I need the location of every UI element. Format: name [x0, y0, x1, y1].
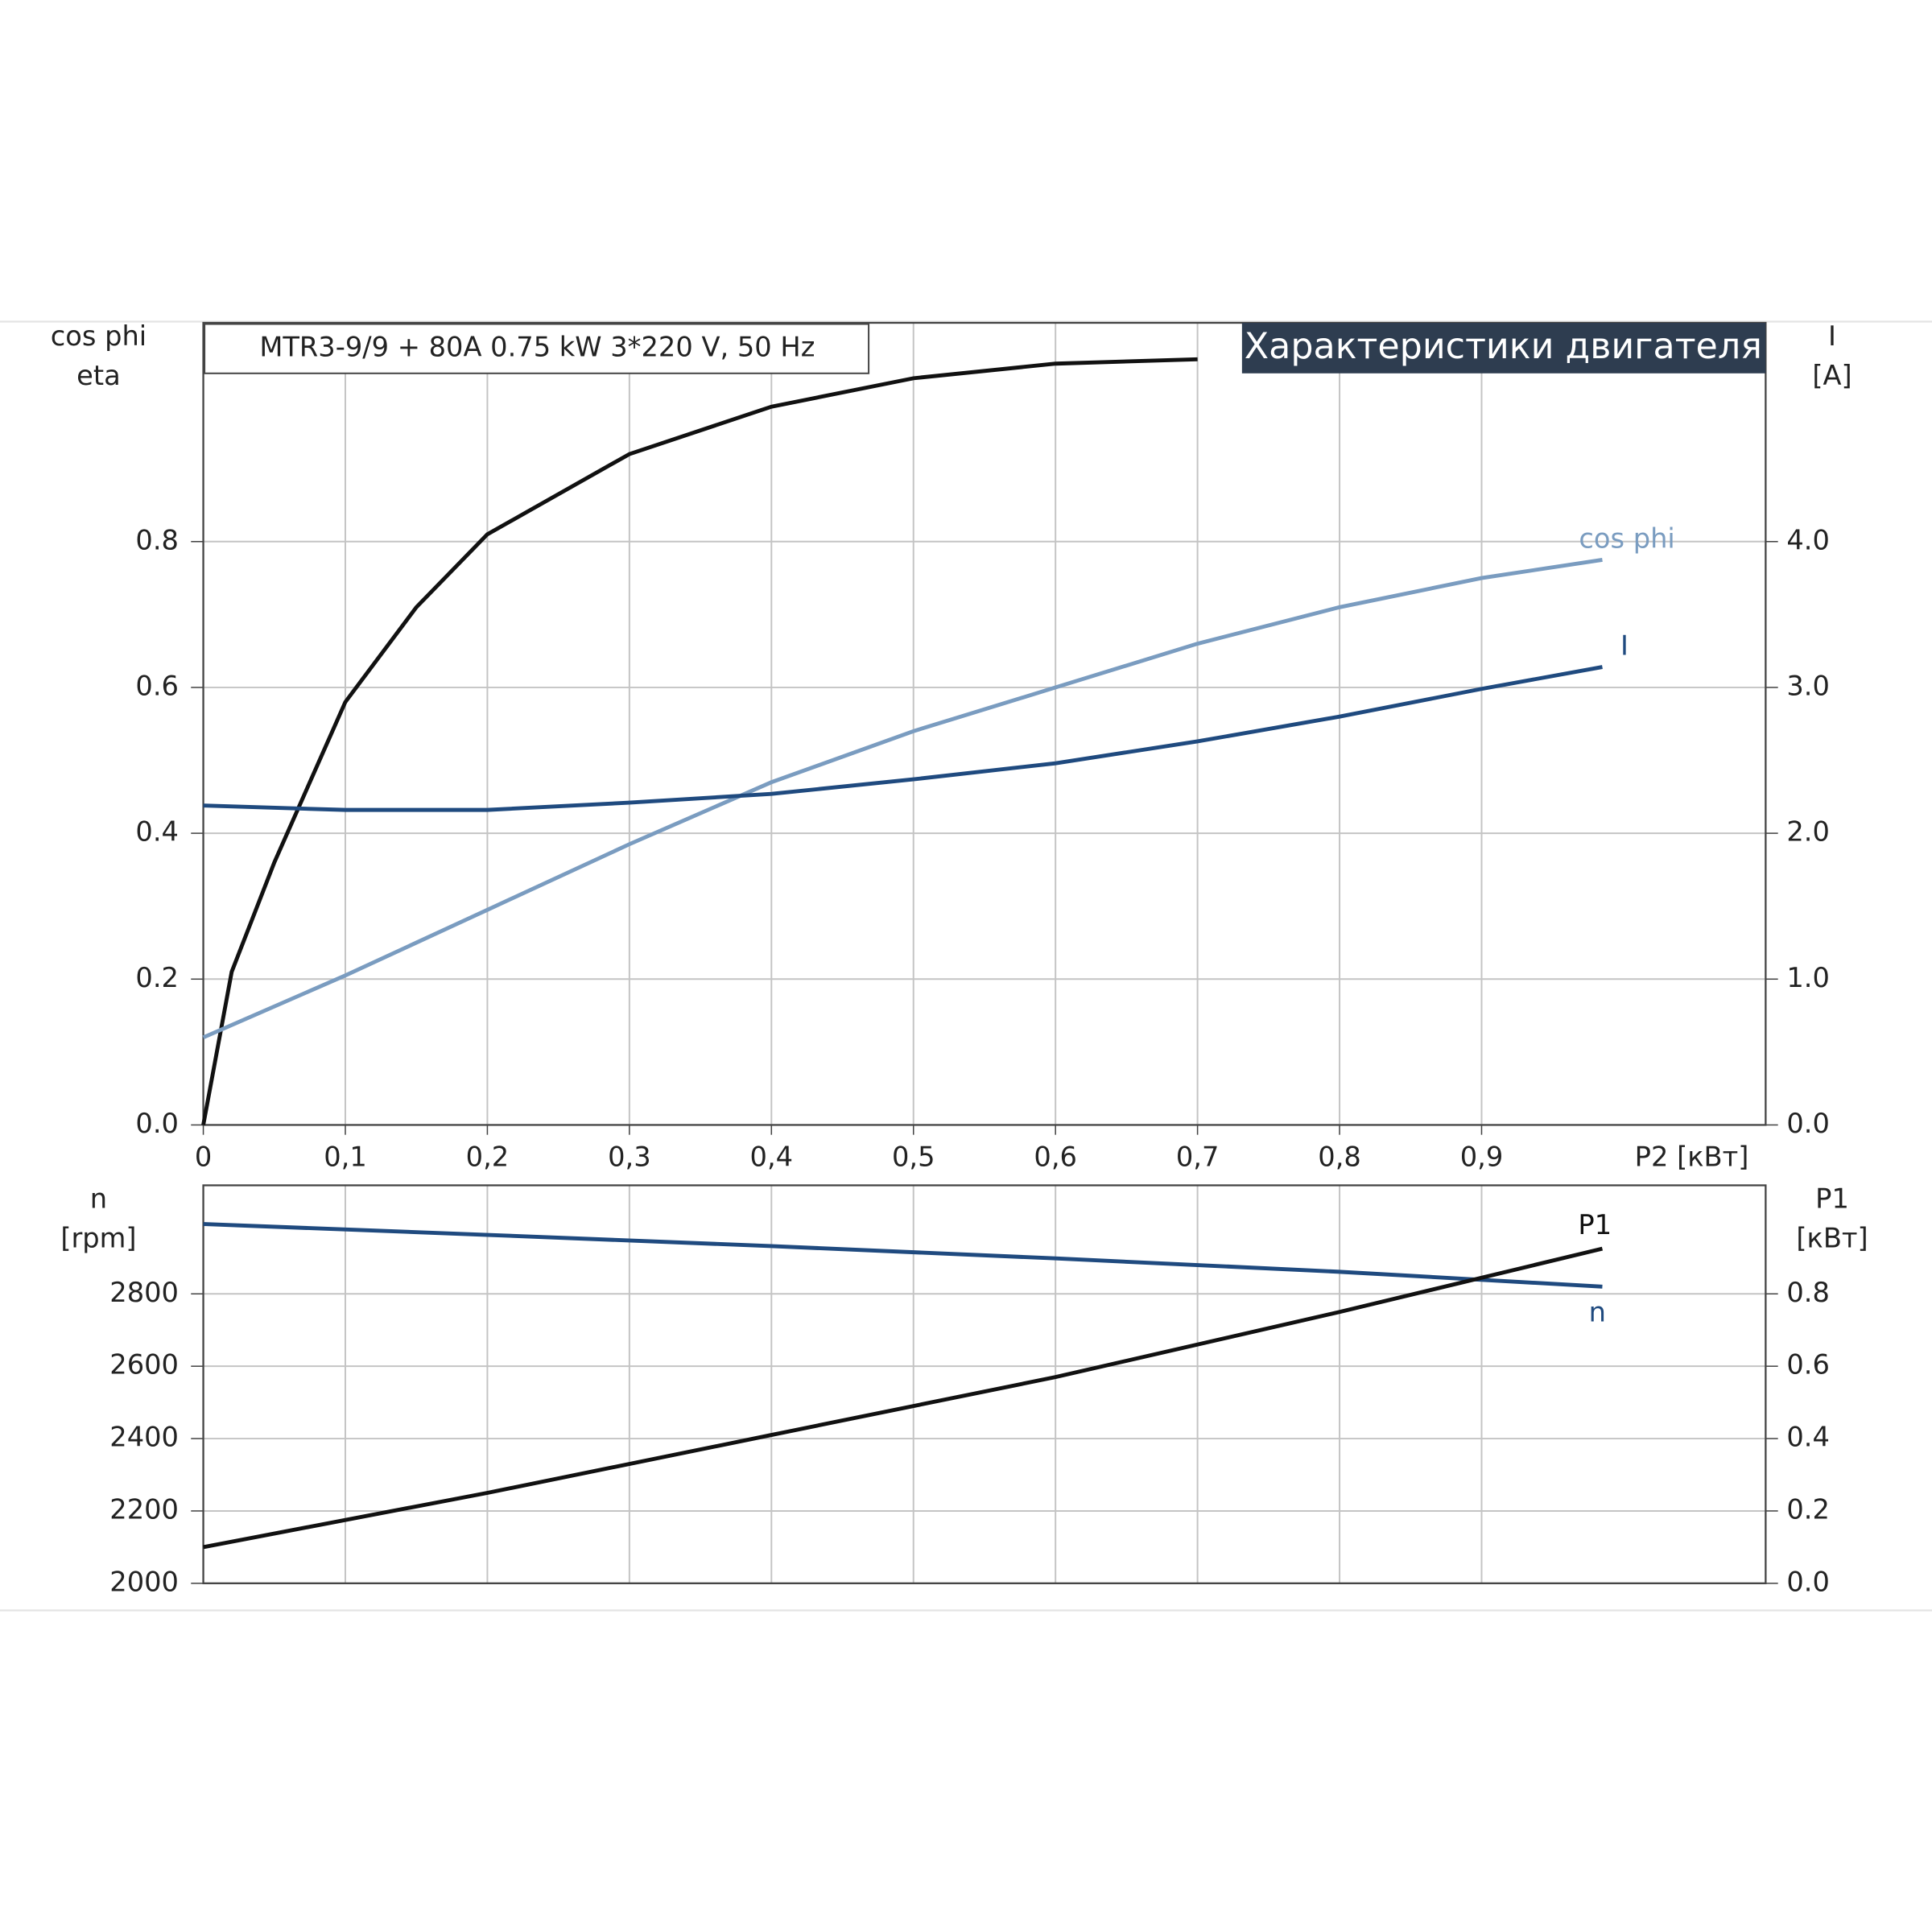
y-axis-label: [rpm]	[60, 1222, 136, 1253]
x-tick-label: 0,8	[1318, 1141, 1361, 1172]
y2-tick-label: 0.6	[1786, 1349, 1830, 1381]
y2-tick-label: 0.8	[1786, 1277, 1830, 1308]
y-tick-label: 2600	[109, 1349, 179, 1381]
y-tick-label: 0.2	[135, 962, 179, 993]
y2-tick-label: 0.4	[1786, 1422, 1830, 1453]
y2-axis-label: P1	[1815, 1183, 1849, 1214]
y2-tick-label: 3.0	[1786, 670, 1830, 701]
plot-frame	[202, 1184, 1767, 1584]
x-tick-label: 0,3	[608, 1141, 651, 1172]
chart-title: MTR3-9/9 + 80A 0.75 kW 3*220 V, 50 Hz	[259, 332, 815, 363]
y-tick-label: 0.4	[135, 816, 179, 848]
header-box	[1241, 323, 1766, 374]
title-box	[204, 323, 870, 374]
x-tick-label: 0,6	[1034, 1141, 1077, 1172]
y-axis-label: eta	[76, 360, 121, 391]
y2-tick-label: 0.0	[1786, 1108, 1830, 1139]
y-axis-label: cos phi	[51, 320, 147, 352]
y-tick-label: 2200	[109, 1493, 179, 1525]
x-tick-label: 0,1	[324, 1141, 367, 1172]
series-line	[203, 1246, 1604, 1550]
series-line	[202, 557, 1603, 1039]
x-tick-label: 0,2	[466, 1141, 510, 1172]
series-label: cos phi	[1579, 522, 1674, 554]
y-tick-label: 2000	[109, 1566, 179, 1597]
series-line	[203, 665, 1603, 812]
x-tick-label: 0	[195, 1141, 212, 1172]
y2-axis-label: [кВт]	[1796, 1222, 1868, 1253]
y2-tick-label: 1.0	[1786, 962, 1830, 993]
x-tick-label: 0,7	[1176, 1141, 1220, 1172]
y2-tick-label: 0.0	[1786, 1566, 1830, 1597]
x-tick-label: 0,9	[1460, 1141, 1504, 1172]
y2-tick-label: 0.2	[1786, 1493, 1830, 1525]
x-tick-label: 0,4	[750, 1141, 794, 1172]
series-label: P1	[1578, 1209, 1612, 1241]
y2-axis-label: [A]	[1812, 360, 1852, 391]
plot-layer: 0 0,1 0,2 0,3 0,4 0,5 0,6 0,7 0,8 0,9 0.0 0.2 0.4 0.6…	[51, 320, 1868, 1597]
y-axis-label: n	[90, 1183, 107, 1214]
header-title: Характеристики двигателя	[1245, 326, 1762, 367]
y2-tick-label: 4.0	[1786, 524, 1830, 555]
x-tick-label: 0,5	[892, 1141, 935, 1172]
y-tick-label: 0.0	[135, 1108, 179, 1139]
series-line	[203, 1222, 1603, 1289]
x-axis-label: P2 [кВт]	[1635, 1141, 1749, 1172]
plot-frame	[202, 321, 1767, 1126]
series-label: I	[1620, 630, 1629, 662]
y-tick-label: 2800	[109, 1277, 179, 1308]
series-line	[201, 357, 1198, 1125]
y2-tick-label: 2.0	[1786, 816, 1830, 848]
y-tick-label: 0.6	[135, 670, 179, 701]
series-label: n	[1589, 1296, 1606, 1327]
y-tick-label: 0.8	[135, 524, 179, 555]
y-tick-label: 2400	[109, 1422, 179, 1453]
y2-axis-label: I	[1828, 320, 1836, 352]
